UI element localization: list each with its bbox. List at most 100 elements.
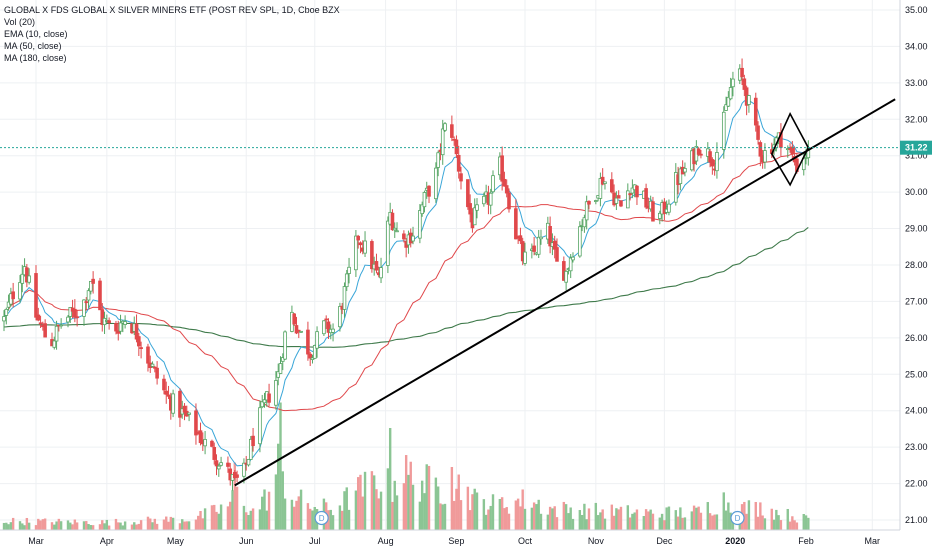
volume-bar: [130, 524, 134, 530]
candle-body: [294, 325, 299, 334]
volume-bar: [647, 511, 650, 530]
volume-bar: [425, 464, 428, 530]
candle-body: [518, 235, 523, 242]
volume-bar: [85, 521, 88, 530]
candle-body: [678, 168, 683, 185]
candle-body: [84, 301, 89, 304]
volume-bar: [791, 516, 794, 530]
candle-body: [178, 390, 182, 418]
candle-body: [724, 104, 728, 111]
volume-bar: [181, 519, 184, 530]
volume-bar: [309, 508, 312, 530]
candle-body: [582, 217, 587, 228]
diamond-pattern[interactable]: [770, 112, 810, 187]
volume-bar: [619, 506, 623, 530]
volume-bar: [514, 500, 518, 530]
volume-bar: [772, 519, 776, 530]
dividend-marker-icon[interactable]: [314, 510, 329, 526]
volume-bar: [697, 506, 700, 530]
candle-body: [146, 346, 150, 364]
candle-body: [166, 394, 171, 397]
candle-body: [43, 323, 47, 338]
volume-bar: [393, 480, 396, 530]
candle-body: [758, 142, 763, 157]
volume-bar: [75, 522, 79, 530]
volume-bar: [178, 523, 182, 530]
volume-bar: [722, 492, 725, 530]
volume-bar: [277, 443, 280, 530]
volume-bar: [468, 510, 472, 530]
candle-body: [267, 393, 271, 403]
volume-bar: [213, 504, 216, 530]
x-tick-label: Jun: [239, 536, 254, 546]
candle-body: [753, 97, 758, 126]
candle-body: [628, 193, 632, 196]
y-tick-label: 28.00: [905, 260, 928, 270]
dividend-marker-icon[interactable]: [730, 510, 745, 526]
volume-bar: [7, 524, 10, 530]
volume-bar: [658, 517, 662, 530]
candle-body: [155, 367, 159, 379]
candle-body: [283, 331, 287, 360]
volume-bar: [601, 509, 604, 530]
candle-body: [504, 185, 509, 194]
volume-bar: [807, 517, 810, 530]
candle-body: [418, 210, 422, 239]
candle-body: [324, 318, 328, 321]
volume-bar: [162, 519, 166, 530]
volume-bars: [2, 402, 810, 530]
candle-body: [107, 320, 111, 324]
volume-bar: [226, 506, 230, 530]
volume-bar: [370, 471, 374, 530]
volume-bar: [418, 501, 422, 530]
volume-bar: [777, 515, 780, 530]
candle-body: [251, 435, 255, 447]
candle-body: [683, 168, 687, 173]
volume-bar: [450, 467, 454, 530]
volume-bar: [631, 513, 634, 530]
volume-bar: [795, 522, 799, 530]
candle-body: [699, 153, 703, 156]
volume-bar: [683, 517, 687, 530]
candle-body: [696, 148, 701, 155]
candle-body: [358, 242, 363, 246]
y-tick-label: 21.00: [905, 515, 928, 525]
volume-bar: [347, 509, 351, 530]
volume-bar: [519, 506, 522, 530]
volume-bar: [185, 521, 189, 530]
volume-bar: [427, 465, 431, 530]
volume-bar: [564, 504, 568, 530]
candle-body: [59, 324, 63, 327]
volume-bar: [756, 516, 760, 530]
candle-body: [422, 192, 427, 208]
candle-body: [260, 401, 265, 408]
candle-body: [721, 111, 726, 150]
candle-body: [98, 280, 102, 311]
volume-bar: [724, 510, 728, 530]
candle-body: [390, 212, 395, 231]
volume-bar: [471, 494, 474, 530]
volume-bar: [599, 512, 602, 530]
volume-bar: [603, 518, 607, 530]
volume-bar: [580, 514, 584, 530]
trendline[interactable]: [234, 98, 896, 487]
candle-body: [626, 190, 630, 209]
volume-bar: [457, 474, 460, 530]
volume-bar: [402, 483, 406, 530]
volume-bar: [9, 522, 13, 530]
y-tick-label: 22.00: [905, 479, 928, 489]
candle-body: [246, 459, 251, 466]
candle-body: [11, 291, 15, 300]
dividend-marker-label: D: [319, 514, 325, 523]
candle-body: [386, 220, 390, 266]
candle-body: [600, 176, 605, 185]
volume-bar: [73, 519, 77, 530]
candle-body: [520, 241, 525, 262]
candle-body: [763, 150, 767, 163]
candle-body: [603, 181, 607, 184]
candle-body: [342, 286, 347, 310]
volume-bar: [626, 505, 630, 530]
